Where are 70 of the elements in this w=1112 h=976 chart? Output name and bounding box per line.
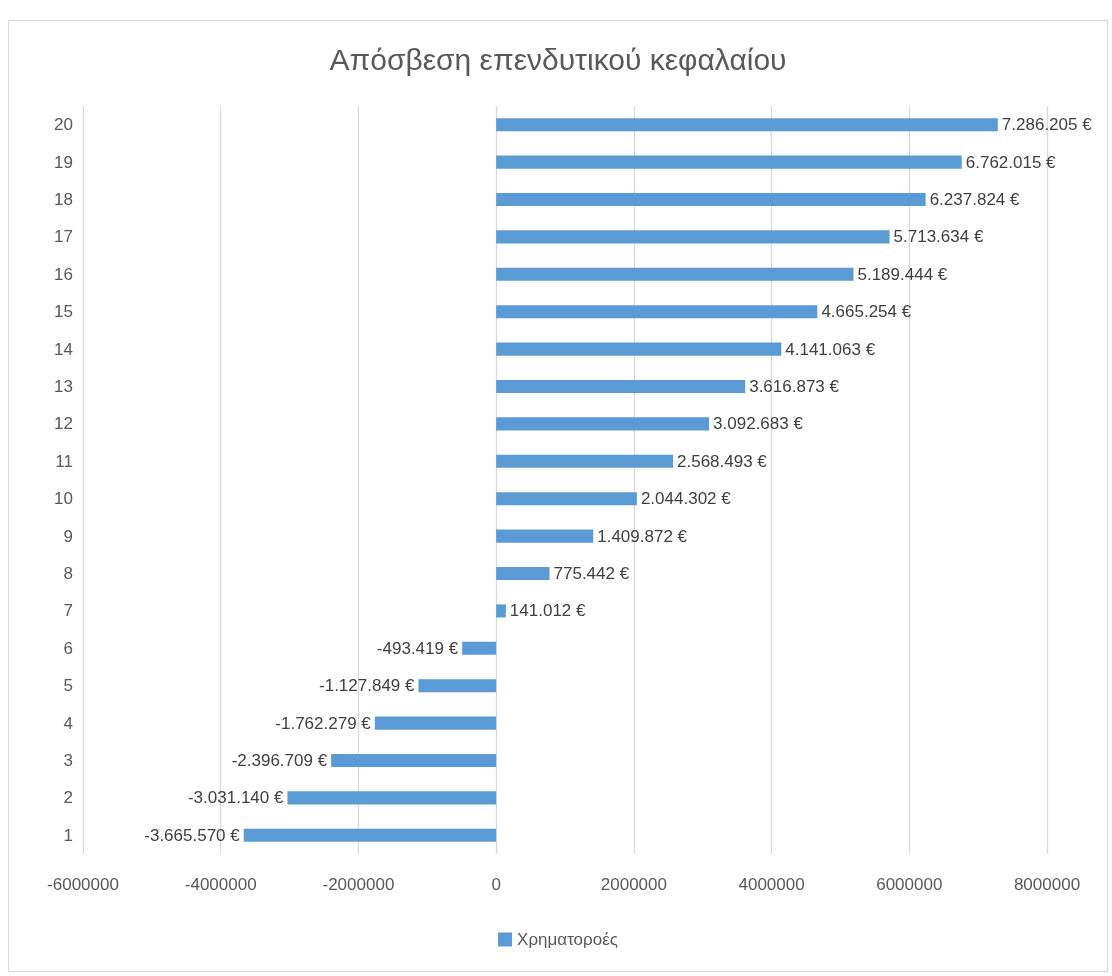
bar [496, 604, 506, 618]
data-label: -3.665.570 € [144, 825, 241, 845]
data-label: -3.031.140 € [187, 788, 284, 808]
y-tick-label: 13 [54, 377, 73, 396]
y-tick-label: 10 [54, 489, 73, 509]
y-tick-label: 8 [63, 564, 73, 583]
y-tick-label: 20 [54, 115, 73, 135]
bar [287, 791, 497, 805]
y-tick-label: 15 [54, 302, 73, 322]
y-tick-label: 7 [63, 601, 73, 621]
bar [496, 379, 746, 394]
data-label: 4.141.063 € [785, 339, 876, 359]
bar [496, 566, 550, 581]
y-tick-label: 6 [63, 638, 73, 658]
y-tick-label: 14 [54, 339, 73, 359]
data-label: 6.762.015 € [965, 152, 1057, 172]
bar [496, 267, 854, 281]
legend-label: Χρηματοροές [517, 930, 618, 949]
y-tick-label: 5 [63, 676, 73, 696]
y-tick-label: 12 [54, 414, 73, 434]
bar [496, 155, 962, 169]
x-tick-label: 0 [491, 875, 501, 894]
bar [496, 417, 710, 431]
data-label: 2.044.302 € [640, 489, 732, 509]
data-label: 3.092.683 € [713, 414, 804, 434]
data-label: 141.012 € [509, 601, 587, 621]
data-label: 7.286.205 € [1001, 115, 1093, 135]
y-tick-label: 16 [54, 264, 73, 284]
data-label: 1.409.872 € [597, 526, 688, 546]
bar [496, 118, 998, 132]
data-label: 5.189.444 € [857, 264, 948, 284]
data-label: 6.237.824 € [929, 190, 1021, 209]
x-tick-label: 4000000 [738, 875, 805, 894]
bar [496, 454, 673, 468]
x-tick-label: 2000000 [600, 875, 667, 894]
y-tick-label: 3 [63, 751, 73, 770]
y-tick-label: 11 [55, 451, 73, 471]
bar [496, 305, 818, 319]
bar [331, 753, 497, 768]
data-label: -1.762.279 € [275, 713, 372, 733]
data-label: 4.665.254 € [821, 302, 912, 322]
y-tick-label: 2 [63, 788, 73, 808]
bar [462, 641, 497, 655]
data-label: 3.616.873 € [749, 377, 840, 396]
bar [243, 828, 497, 842]
y-tick-label: 18 [54, 190, 73, 209]
data-label: -2.396.709 € [231, 751, 328, 770]
bar [496, 230, 890, 244]
data-label: 2.568.493 € [677, 451, 768, 471]
chart-title: Απόσβεση επενδυτικού κεφαλαίου [329, 42, 787, 76]
bar [496, 342, 782, 356]
y-tick-label: 9 [63, 526, 73, 546]
bar [496, 492, 637, 506]
y-tick-label: 4 [63, 713, 73, 733]
bar [496, 192, 926, 207]
data-label: -493.419 € [376, 638, 459, 658]
data-label: 775.442 € [553, 564, 630, 583]
x-tick-label: -6000000 [47, 875, 119, 894]
y-tick-label: 19 [54, 152, 73, 172]
x-tick-label: -4000000 [184, 875, 257, 894]
x-tick-label: 6000000 [876, 875, 943, 894]
data-label: 5.713.634 € [893, 227, 984, 247]
y-tick-label: 1 [63, 825, 73, 845]
bar [374, 716, 497, 730]
x-tick-label: -2000000 [322, 875, 395, 894]
bar [418, 679, 497, 693]
data-label: -1.127.849 € [319, 676, 416, 696]
x-tick-label: 8000000 [1013, 875, 1081, 894]
bar [496, 529, 594, 543]
y-tick-label: 17 [54, 227, 73, 247]
